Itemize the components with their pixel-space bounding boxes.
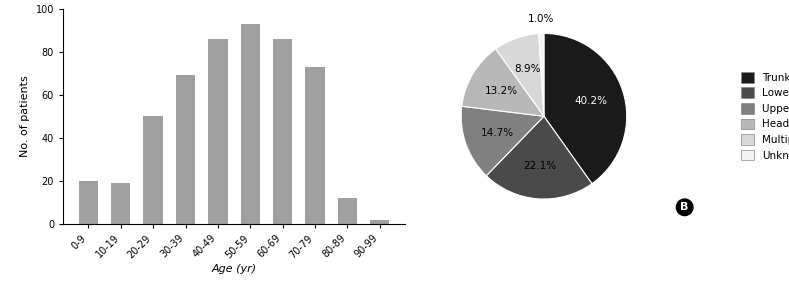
Wedge shape	[462, 49, 544, 116]
Bar	[144, 116, 163, 224]
Y-axis label: No. of patients: No. of patients	[21, 75, 30, 157]
Text: 13.2%: 13.2%	[484, 86, 518, 96]
Bar	[79, 181, 98, 224]
Wedge shape	[495, 34, 544, 116]
Bar	[273, 39, 293, 224]
Bar	[305, 67, 325, 224]
Bar	[208, 39, 227, 224]
Text: 22.1%: 22.1%	[524, 161, 557, 171]
Legend: Trunk, Lower limb, Upper limb, Head and neck, Multiple, Unknown: Trunk, Lower limb, Upper limb, Head and …	[738, 69, 789, 164]
Circle shape	[676, 199, 693, 216]
Wedge shape	[544, 34, 626, 184]
Bar	[338, 198, 357, 224]
Text: 8.9%: 8.9%	[514, 65, 540, 74]
Text: 40.2%: 40.2%	[574, 96, 608, 106]
Wedge shape	[539, 34, 544, 116]
Text: B: B	[680, 202, 689, 212]
Bar	[241, 24, 260, 224]
Wedge shape	[461, 106, 544, 176]
Bar	[111, 183, 130, 224]
Bar	[370, 220, 390, 224]
Text: 14.7%: 14.7%	[481, 128, 514, 138]
Wedge shape	[486, 116, 592, 199]
Text: 1.0%: 1.0%	[528, 13, 554, 24]
X-axis label: Age (yr): Age (yr)	[211, 264, 256, 274]
Bar	[176, 75, 195, 224]
